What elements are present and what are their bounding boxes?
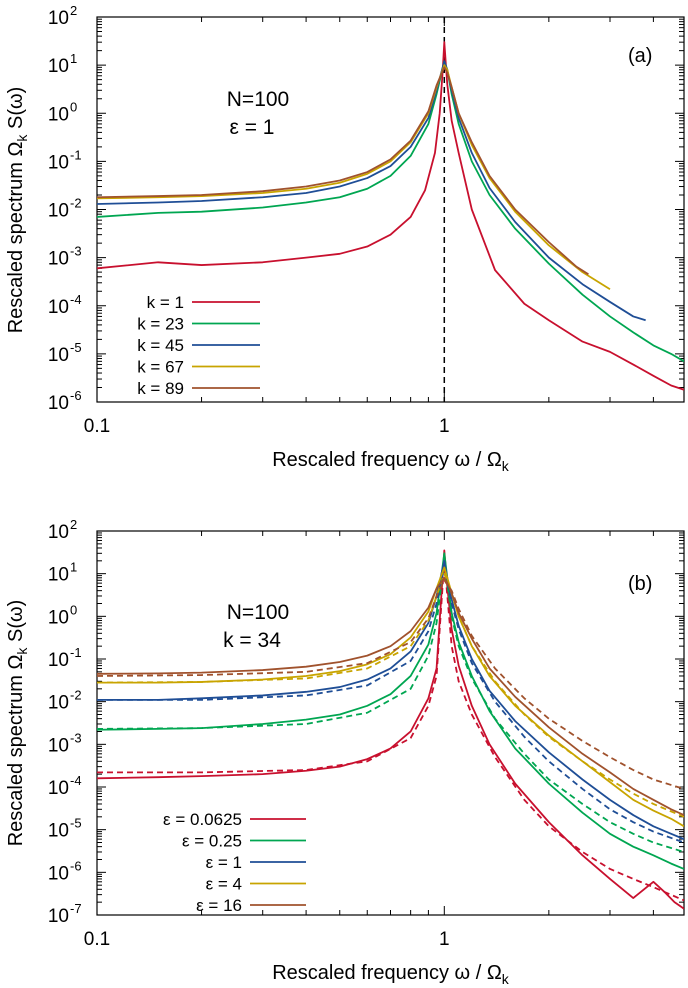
legend: k = 1 k = 23 k = 45 k = 67 k = 89	[137, 293, 260, 398]
y-tick-label: 10	[48, 297, 69, 318]
y-tick-exponent: -2	[70, 688, 82, 703]
y-axis-label: Rescaled spectrum Ωk S(ω)	[5, 600, 30, 847]
y-tick-label: 10	[48, 906, 69, 927]
y-tick-label: 10	[48, 522, 69, 543]
panel-label: (b)	[628, 573, 652, 595]
series-line	[97, 566, 684, 828]
y-tick-exponent: 0	[70, 602, 77, 617]
series-line	[97, 549, 684, 910]
legend-label: ε = 0.0625	[163, 810, 242, 829]
y-tick-exponent: 1	[70, 560, 77, 575]
y-tick-exponent: 2	[70, 3, 77, 18]
series-line-fit	[97, 559, 684, 902]
y-tick-exponent: -1	[70, 645, 82, 660]
panel-label: (a)	[628, 45, 652, 67]
y-tick-label: 10	[48, 565, 69, 586]
legend-label: k = 23	[137, 315, 184, 334]
y-axis-label: Rescaled spectrum Ωk S(ω)	[5, 87, 30, 334]
y-tick-label: 10	[48, 8, 69, 29]
y-tick-label: 10	[48, 863, 69, 884]
y-tick-exponent: -2	[70, 196, 82, 211]
y-tick-exponent: -6	[70, 858, 82, 873]
x-tick-label: 0.1	[84, 416, 110, 437]
y-tick-exponent: 0	[70, 99, 77, 114]
plot-frame	[96, 530, 685, 916]
y-tick-exponent: -7	[70, 901, 82, 916]
x-tick-label: 1	[439, 416, 450, 437]
y-tick-label: 10	[48, 393, 69, 414]
y-tick-label: 10	[48, 104, 69, 125]
y-tick-exponent: -5	[70, 816, 82, 831]
series-line	[97, 576, 684, 816]
x-axis-label: Rescaled frequency ω / Ωk	[272, 449, 510, 474]
x-tick-label: 0.1	[84, 929, 110, 950]
y-tick-label: 10	[48, 650, 69, 671]
y-tick-exponent: -4	[70, 773, 82, 788]
y-tick-label: 10	[48, 249, 69, 270]
y-tick-label: 10	[48, 56, 69, 77]
legend-label: ε = 0.25	[182, 832, 242, 851]
legend-label: ε = 1	[206, 853, 242, 872]
y-tick-label: 10	[48, 821, 69, 842]
y-tick-exponent: 2	[70, 517, 77, 532]
series-line-fit	[97, 572, 684, 818]
legend: ε = 0.0625 ε = 0.25 ε = 1 ε = 4 ε = 16	[163, 810, 306, 915]
series-line	[97, 559, 684, 840]
series-line	[97, 60, 684, 363]
series-group	[97, 41, 684, 391]
y-tick-label: 10	[48, 735, 69, 756]
y-tick-label: 10	[48, 693, 69, 714]
annotation-n: N=100	[227, 88, 289, 111]
series-line-fit	[97, 559, 684, 853]
series-line-fit	[97, 579, 684, 790]
y-tick-exponent: 1	[70, 51, 77, 66]
y-tick-exponent: -1	[70, 147, 82, 162]
legend-label: ε = 16	[196, 896, 242, 915]
x-axis: 0.1 1	[84, 531, 654, 950]
y-tick-label: 10	[48, 345, 69, 366]
plot-frame	[96, 16, 685, 403]
y-tick-exponent: -6	[70, 388, 82, 403]
series-group	[97, 549, 684, 910]
y-tick-label: 10	[48, 778, 69, 799]
series-line	[97, 60, 646, 322]
y-tick-label: 10	[48, 152, 69, 173]
legend-label: k = 89	[137, 379, 184, 398]
y-tick-label: 10	[48, 607, 69, 628]
annotation-param: ε = 1	[230, 116, 275, 139]
y-tick-exponent: -3	[70, 730, 82, 745]
y-tick-label: 10	[48, 201, 69, 222]
annotation-n: N=100	[227, 601, 289, 624]
legend-label: ε = 4	[206, 875, 242, 894]
annotation-param: k = 34	[223, 629, 281, 652]
series-line-fit	[97, 565, 684, 844]
x-tick-label: 1	[439, 929, 450, 950]
series-line	[97, 66, 589, 276]
legend-label: k = 67	[137, 358, 184, 377]
legend-label: k = 45	[137, 336, 184, 355]
y-tick-exponent: -4	[70, 292, 82, 307]
series-line	[97, 41, 684, 391]
y-tick-exponent: -5	[70, 340, 82, 355]
legend-label: k = 1	[147, 293, 184, 312]
x-axis-label: Rescaled frequency ω / Ωk	[272, 962, 510, 987]
y-tick-exponent: -3	[70, 244, 82, 259]
